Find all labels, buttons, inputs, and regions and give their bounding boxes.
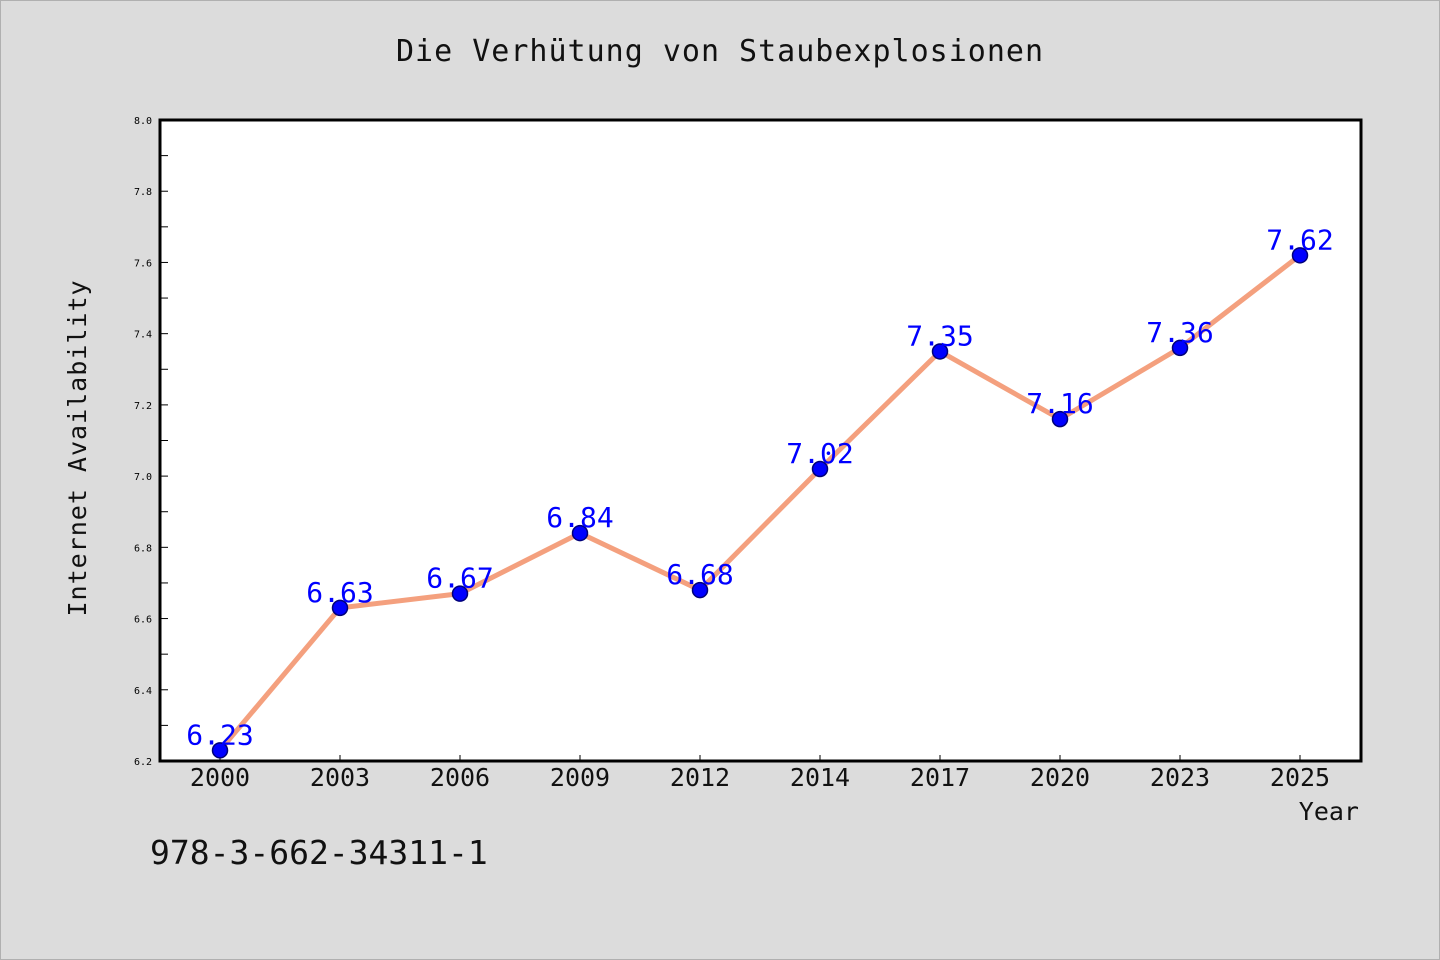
x-tick-label: 2025: [1270, 763, 1330, 792]
data-value-labels: 6.23 6.63 6.67 6.84 6.68 7.02 7.35 7.16 7.36 7.62: [186, 223, 1333, 751]
value-label-2009: 6.84: [546, 501, 613, 534]
series-line: [217, 252, 1303, 753]
x-tick-label: 2020: [1030, 763, 1090, 792]
value-label-2012: 6.68: [666, 558, 733, 591]
data-point-2017: [931, 343, 949, 360]
x-tick-label: 2000: [190, 763, 250, 792]
plot-area: [158, 118, 1363, 763]
value-label-2000: 6.23: [186, 718, 253, 751]
x-tick-label: 2017: [910, 763, 970, 792]
data-point-2020: [1051, 410, 1069, 428]
y-tick-label: 7.2: [134, 401, 152, 412]
x-tick-label: 2006: [430, 763, 490, 792]
value-label-2025: 7.62: [1266, 223, 1333, 256]
y-tick-label: 6.2: [134, 757, 152, 768]
x-axis-ticks: 2000 2003 2006 2009 2012 2014 2017 2020 2023 2025: [190, 755, 1330, 792]
data-point-2006: [451, 585, 469, 602]
y-axis-label: Internet Availability: [63, 279, 92, 616]
value-label-2014: 7.02: [786, 437, 853, 470]
x-tick-label: 2023: [1150, 763, 1210, 792]
x-tick-label: 2009: [550, 763, 610, 792]
x-tick-label: 2014: [790, 763, 850, 792]
data-markers: [211, 247, 1309, 759]
x-tick-label: 2003: [310, 763, 370, 792]
x-axis-label: Year: [1299, 797, 1359, 826]
y-axis-ticks: 6.2 6.4 6.6 6.8 7.0 7.2 7.4 7.6 7.8 8.0: [134, 116, 168, 768]
series-line-group: [217, 252, 1303, 753]
isbn-label: 978-3-662-34311-1: [150, 833, 488, 872]
y-tick-label: 6.4: [134, 686, 152, 697]
x-tick-label: 2012: [670, 763, 730, 792]
value-label-2006: 6.67: [426, 562, 493, 595]
data-point-2012: [691, 581, 709, 599]
data-point-2003: [331, 599, 349, 617]
y-tick-label: 6.6: [134, 615, 152, 626]
value-label-2017: 7.35: [906, 319, 973, 352]
chart-title: Die Verhütung von Staubexplosionen: [395, 34, 1045, 69]
data-point-2014: [811, 460, 829, 478]
value-label-2020: 7.16: [1026, 387, 1093, 420]
y-tick-label: 7.6: [134, 258, 152, 269]
data-point-2025: [1291, 247, 1309, 264]
y-tick-label: 7.4: [134, 330, 152, 341]
value-label-2003: 6.63: [306, 576, 373, 609]
y-tick-label: 7.0: [134, 472, 152, 483]
y-tick-label: 7.8: [134, 187, 152, 198]
value-label-2023: 7.36: [1146, 316, 1213, 349]
data-point-2023: [1171, 339, 1189, 357]
y-tick-label: 8.0: [134, 116, 152, 127]
y-tick-label: 6.8: [134, 543, 152, 554]
data-point-2009: [571, 524, 589, 542]
data-point-2000: [211, 742, 229, 759]
